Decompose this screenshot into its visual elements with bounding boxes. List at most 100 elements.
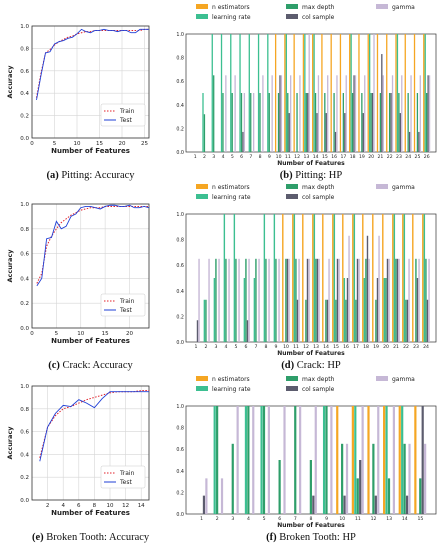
- x-axis-label: Number of Features: [51, 147, 130, 155]
- y-tick-label: 0.0: [20, 136, 29, 142]
- bar: [259, 93, 261, 152]
- x-tick-label: 7: [249, 154, 252, 160]
- x-tick-label: 14: [323, 344, 329, 350]
- x-tick-label: 20: [368, 154, 374, 160]
- panel-broken-tooth-hp: n estimators learning rate max depth col sa…: [168, 372, 438, 530]
- bar: [348, 235, 350, 342]
- y-tick-label: 1.0: [176, 404, 184, 410]
- y-tick-label: 0.4: [176, 469, 184, 475]
- x-tick-label: 22: [387, 154, 393, 160]
- bar: [418, 258, 420, 342]
- bar: [419, 478, 422, 514]
- y-tick-label: 0.4: [20, 91, 29, 97]
- bar: [330, 406, 333, 514]
- bar: [290, 75, 292, 152]
- x-tick-label: 11: [293, 344, 299, 350]
- bar: [275, 258, 277, 342]
- x-tick-label: 10: [339, 516, 345, 522]
- x-tick-label: 4: [222, 154, 225, 160]
- bar: [220, 34, 223, 152]
- bar: [252, 93, 255, 152]
- x-tick-label: 15: [417, 516, 423, 522]
- y-tick-label: 0.0: [176, 340, 184, 346]
- bar: [205, 478, 208, 514]
- bar: [248, 258, 250, 342]
- x-tick-label: 21: [393, 344, 399, 350]
- bar: [282, 214, 284, 342]
- chart-svg: n estimators learning rate max depth col sa…: [176, 184, 437, 357]
- bar: [351, 93, 354, 152]
- bar: [236, 406, 239, 514]
- bar: [408, 443, 411, 514]
- bar: [313, 214, 316, 342]
- x-tick-label: 3: [231, 516, 234, 522]
- legend-label: col sample: [302, 386, 335, 393]
- bar: [385, 406, 388, 514]
- bar: [268, 93, 270, 152]
- bar: [418, 131, 420, 152]
- y-tick-label: 0.0: [20, 498, 29, 504]
- bar: [231, 93, 233, 152]
- bar: [346, 278, 349, 342]
- caption-letter: (c): [48, 360, 60, 371]
- caption-letter: (b): [279, 170, 293, 181]
- legend-label: n estimators: [212, 376, 250, 383]
- bar: [258, 258, 260, 342]
- legend-swatch: [286, 4, 298, 9]
- bar: [293, 34, 295, 152]
- panel-broken-tooth-accuracy: 0.0 0.2 0.4 0.6 0.8 1.0 2 4 6 8 10 12 14 Number of Fe…: [2, 380, 152, 530]
- caption-f: (f) Broken Tooth: HP: [186, 532, 436, 543]
- x-tick-label: 1: [194, 154, 197, 160]
- bar: [215, 258, 217, 342]
- x-tick-label: 13: [303, 154, 309, 160]
- x-tick-label: 2: [46, 503, 50, 509]
- y-tick-label: 1.0: [176, 212, 184, 218]
- series-line-test: [39, 391, 149, 462]
- bar: [296, 93, 298, 152]
- legend-swatch: [376, 4, 388, 9]
- legend-swatch: [286, 386, 298, 391]
- bar: [428, 75, 431, 152]
- bar: [350, 34, 352, 152]
- bar: [202, 495, 206, 514]
- bar: [406, 299, 409, 342]
- x-tick-label: 12: [122, 503, 129, 509]
- y-tick-label: 0.8: [20, 46, 29, 52]
- caption-c: (c) Crack: Accuracy: [32, 360, 149, 371]
- x-tick-label: 10: [276, 154, 282, 160]
- y-axis-label: Accuracy: [6, 249, 14, 283]
- y-tick-label: 0.8: [20, 227, 29, 233]
- bar: [385, 278, 387, 342]
- bar: [404, 34, 406, 152]
- legend-label: gamma: [392, 4, 415, 11]
- y-tick-label: 0.6: [20, 69, 29, 75]
- bar: [374, 495, 377, 514]
- bar: [274, 34, 277, 152]
- y-tick-label: 0.8: [176, 238, 184, 244]
- bar: [386, 258, 389, 342]
- bar: [395, 258, 397, 342]
- bar: [225, 75, 227, 152]
- bar: [244, 406, 248, 514]
- bar: [198, 258, 200, 342]
- bar: [316, 258, 319, 342]
- plot-frame: [31, 385, 150, 501]
- bar: [383, 406, 386, 514]
- caption-letter: (f): [266, 532, 277, 543]
- bar: [262, 406, 266, 514]
- bar: [306, 258, 309, 342]
- x-tick-label: 19: [359, 154, 365, 160]
- x-tick-label: 21: [378, 154, 384, 160]
- bar: [213, 278, 216, 342]
- x-tick-label: 16: [343, 344, 349, 350]
- bar: [388, 258, 390, 342]
- x-tick-label: 24: [423, 344, 429, 350]
- bar: [285, 258, 287, 342]
- bar: [426, 299, 429, 342]
- y-tick-label: 0.4: [176, 103, 184, 109]
- bar: [312, 34, 314, 152]
- bar: [305, 299, 307, 342]
- bar: [213, 75, 215, 152]
- bar: [399, 113, 401, 152]
